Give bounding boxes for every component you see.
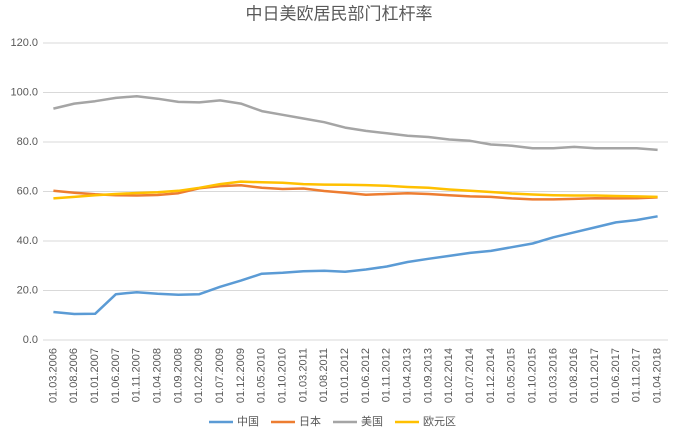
y-tick-label: 120.0 — [10, 37, 38, 49]
x-tick-label: 01.01.2007 — [89, 348, 101, 403]
x-tick-label: 01.05.2010 — [256, 348, 268, 403]
x-tick-label: 01.05.2015 — [506, 348, 518, 403]
y-tick-label: 40.0 — [17, 235, 38, 247]
y-tick-label: 100.0 — [10, 86, 38, 98]
series-line — [53, 184, 658, 201]
legend-label: 中国 — [237, 415, 259, 428]
x-tick-label: 01.09.2008 — [172, 348, 184, 403]
x-tick-label: 01.06.2007 — [110, 348, 122, 403]
x-tick-label: 01.04.2018 — [651, 348, 663, 403]
x-tick-label: 01.11.2017 — [631, 348, 643, 402]
legend-label: 日本 — [299, 414, 321, 428]
series-line — [53, 180, 658, 200]
x-tick-label: 01.04.2008 — [151, 348, 163, 403]
x-tick-label: 01.03.2006 — [47, 348, 59, 403]
x-tick-label: 01.07.2014 — [464, 348, 476, 403]
x-tick-label: 01.12.2009 — [235, 348, 247, 403]
x-tick-label: 01.04.2013 — [401, 348, 413, 403]
x-tick-label: 01.12.2014 — [485, 348, 497, 403]
legend-label: 美国 — [361, 415, 383, 428]
legend-label: 欧元区 — [423, 415, 456, 428]
x-tick-label: 01.09.2013 — [422, 348, 434, 403]
x-tick-label: 01.11.2012 — [381, 348, 393, 402]
y-tick-label: 60.0 — [17, 185, 38, 197]
x-tick-label: 01.08.2016 — [568, 348, 580, 403]
x-tick-label: 01.10.2010 — [276, 348, 288, 403]
x-tick-label: 01.11.2007 — [131, 348, 143, 402]
x-tick-label: 01.10.2015 — [526, 348, 538, 403]
x-tick-label: 01.01.2012 — [339, 348, 351, 403]
x-tick-label: 01.01.2017 — [589, 348, 601, 403]
x-tick-label: 01.07.2009 — [214, 348, 226, 403]
y-tick-label: 20.0 — [17, 284, 38, 296]
y-tick-label: 80.0 — [17, 136, 38, 148]
x-tick-label: 01.03.2011 — [297, 348, 309, 402]
series-line — [53, 94, 658, 152]
x-tick-label: 01.02.2009 — [193, 348, 205, 403]
chart-title: 中日美欧居民部门杠杆率 — [246, 5, 433, 25]
x-tick-label: 01.02.2014 — [443, 348, 455, 403]
x-tick-label: 01.06.2017 — [610, 348, 622, 403]
x-tick-label: 01.08.2011 — [318, 348, 330, 402]
x-tick-label: 01.06.2012 — [360, 348, 372, 403]
y-tick-label: 0.0 — [23, 334, 38, 346]
x-tick-label: 01.03.2016 — [547, 348, 559, 403]
series-line — [53, 215, 658, 316]
x-tick-label: 01.08.2006 — [68, 348, 80, 403]
